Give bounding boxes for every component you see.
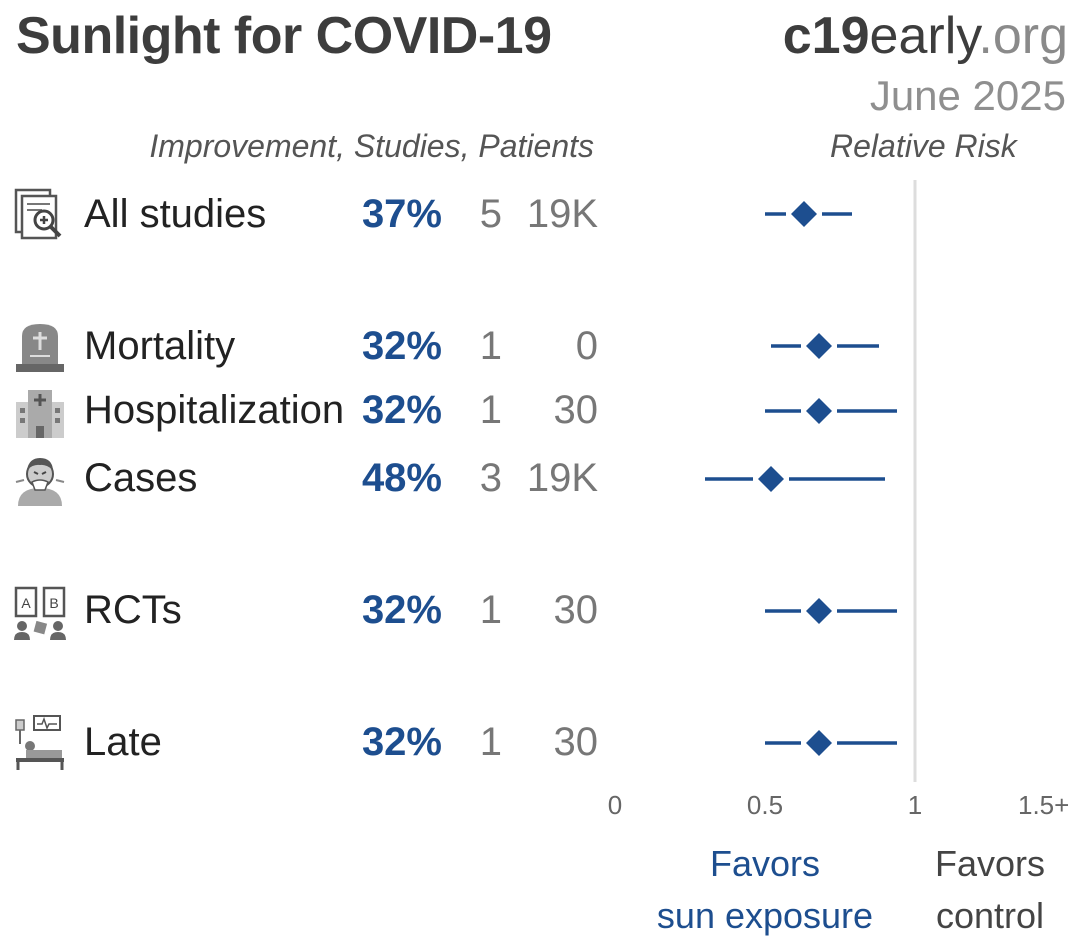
sick-person-icon	[15, 458, 65, 506]
row-patients: 19K	[526, 456, 598, 500]
axis-tick-label: 1.5+	[1018, 790, 1070, 820]
row-patients: 30	[553, 388, 599, 432]
row-label: Cases	[84, 456, 198, 500]
point-estimate	[806, 333, 832, 359]
logo-part-bold: c19	[782, 7, 870, 65]
point-estimate	[791, 201, 817, 227]
tombstone-icon	[16, 324, 64, 372]
row-improvement: 32%	[361, 324, 442, 368]
rct-icon: A B	[14, 586, 66, 640]
row-studies: 3	[479, 456, 502, 500]
svg-text:A: A	[21, 595, 31, 611]
favors-control-line2: control	[935, 895, 1045, 936]
favors-treatment-line2: sun exposure	[656, 895, 874, 936]
point-estimate	[806, 398, 832, 424]
date-label: June 2025	[869, 72, 1066, 119]
row-improvement: 32%	[361, 388, 442, 432]
row-studies: 1	[479, 324, 502, 368]
logo-part-light: .org	[978, 7, 1068, 65]
site-logo[interactable]: c19early.org	[783, 6, 1068, 66]
row-patients: 30	[553, 588, 599, 632]
favors-control-label: Favors control	[900, 838, 1080, 939]
left-column-header: Improvement, Studies, Patients	[149, 128, 594, 164]
row-label: All studies	[84, 192, 267, 236]
row-label: Hospitalization	[84, 388, 345, 432]
row-patients: 19K	[526, 192, 598, 236]
favors-treatment-label: Favors sun exposure	[640, 838, 890, 939]
row-label: Mortality	[84, 324, 236, 368]
row-studies: 1	[479, 720, 502, 764]
studies-icon	[14, 188, 62, 240]
row-label: Late	[84, 720, 162, 764]
row-studies: 5	[479, 192, 502, 236]
row-label: RCTs	[84, 588, 182, 632]
row-studies: 1	[479, 388, 502, 432]
point-estimate	[806, 598, 832, 624]
favors-control-line1: Favors	[934, 843, 1046, 884]
row-improvement: 32%	[361, 588, 442, 632]
row-improvement: 48%	[361, 456, 442, 500]
hospital-bed-icon	[15, 715, 64, 770]
row-patients: 0	[575, 324, 598, 368]
row-patients: 30	[553, 720, 599, 764]
favors-treatment-line1: Favors	[709, 843, 821, 884]
svg-text:B: B	[49, 595, 58, 611]
point-estimate	[758, 466, 784, 492]
right-column-header: Relative Risk	[830, 128, 1017, 164]
point-estimate	[806, 730, 832, 756]
logo-part-mid: early	[869, 7, 979, 65]
row-improvement: 32%	[361, 720, 442, 764]
axis-tick-label: 0.5	[746, 790, 784, 820]
row-studies: 1	[479, 588, 502, 632]
page-title: Sunlight for COVID-19	[16, 7, 552, 65]
row-improvement: 37%	[361, 192, 442, 236]
hospital-icon	[16, 390, 64, 438]
axis-tick-label: 0	[607, 790, 623, 820]
axis-tick-label: 1	[907, 790, 923, 820]
